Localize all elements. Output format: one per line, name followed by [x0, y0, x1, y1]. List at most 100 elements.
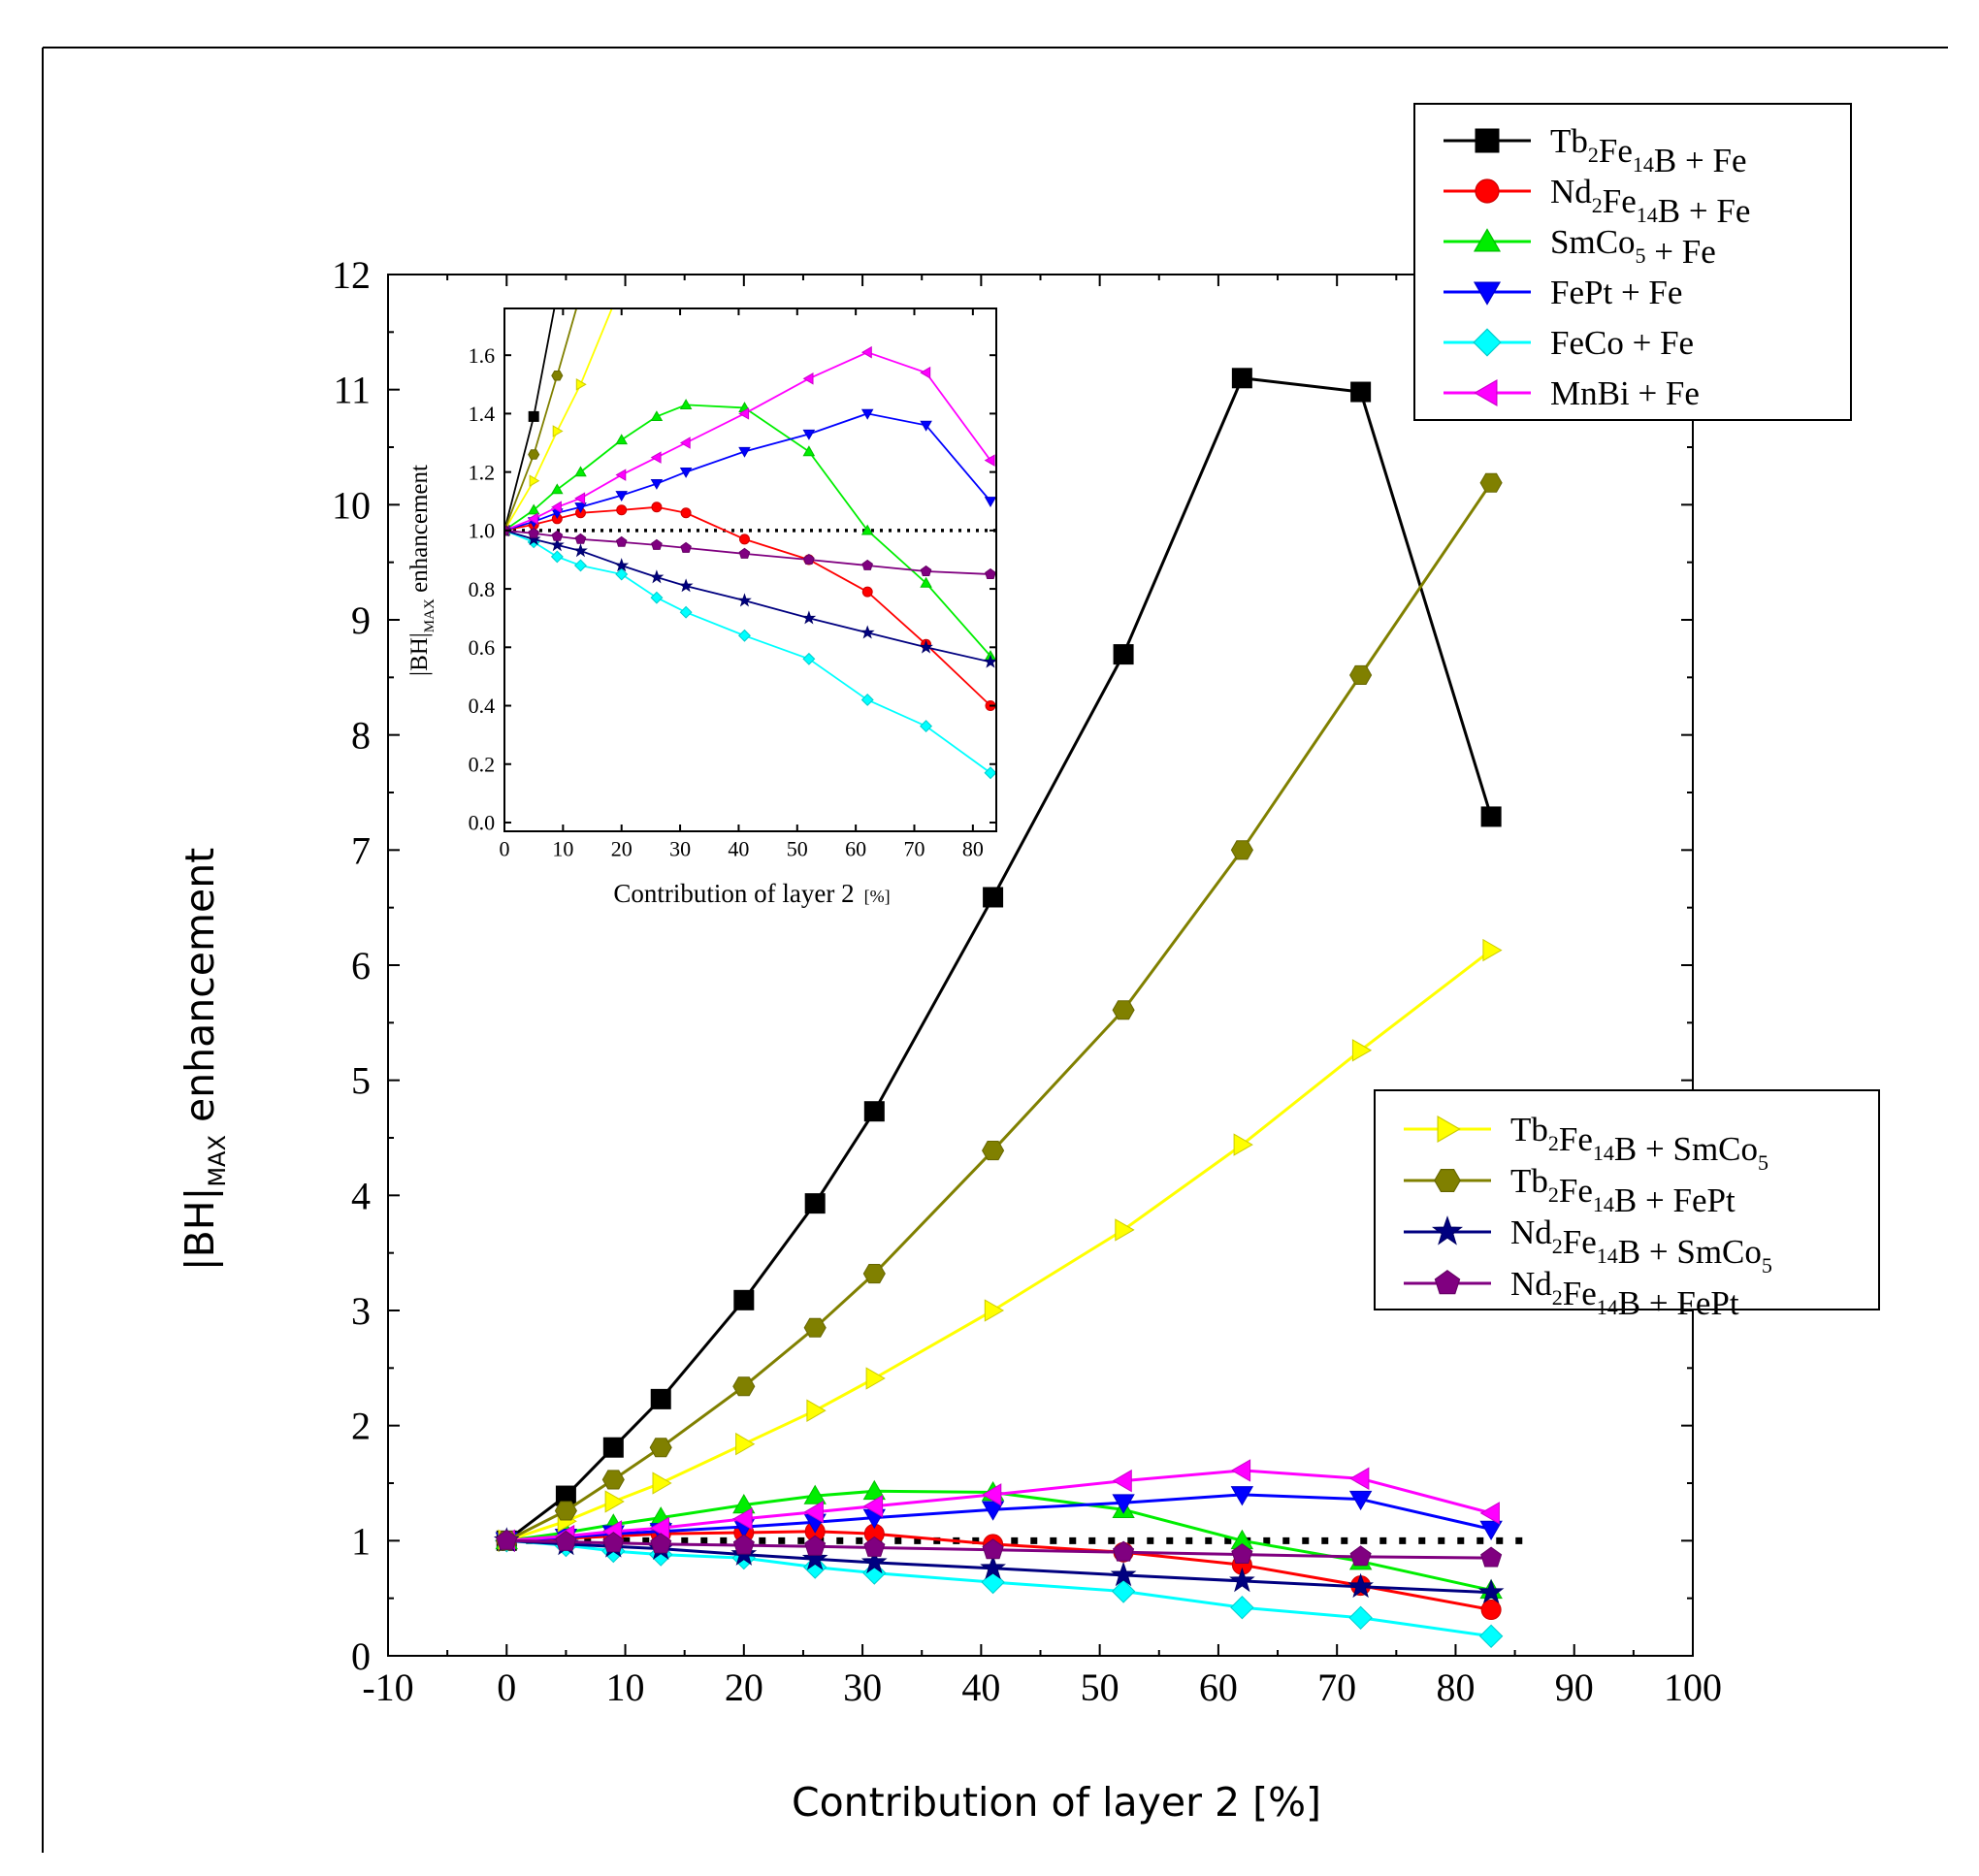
- legend-top-right-entry-0-label-part: 2: [1588, 143, 1599, 167]
- inset-series-nd2fe14b-smco5-point-7: [737, 593, 752, 607]
- legend-top-right-entry-2-label-part: 5: [1636, 243, 1646, 268]
- main-series-tb2fe14b-fept-point-4: [732, 1376, 756, 1397]
- inset-series-nd2fe14b-fept-point-2: [551, 530, 564, 541]
- main-series-mnbi-fe-point-6: [862, 1495, 884, 1518]
- main-series-nd2fe14b-fept-point-8: [1113, 1540, 1135, 1562]
- legend-top-right-entry-3-label: FePt + Fe: [1550, 274, 1682, 311]
- main-series-nd2fe14b-fept-point-7: [982, 1538, 1004, 1560]
- inset-x-tick-label: 0: [500, 836, 510, 860]
- legend-top-right-entry-1-label-part: Nd: [1550, 173, 1592, 210]
- legend-center-right-entry-3-marker: [1434, 1270, 1461, 1295]
- legend-center-right-entry-0-label-part: 14: [1593, 1141, 1614, 1165]
- legend-center-right-entry-3-label: Nd2Fe14B + FePt: [1510, 1265, 1739, 1322]
- inset-x-tick-label: 20: [611, 836, 633, 860]
- inset-y-tick-label: 0.8: [469, 577, 496, 601]
- main-x-tick-label: -10: [362, 1666, 413, 1709]
- legend-top-right-entry-1-label: Nd2Fe14B + Fe: [1550, 173, 1750, 230]
- main-series-nd2fe14b-fept: [496, 1529, 1503, 1568]
- inset-y-tick-label: 1.4: [469, 402, 496, 426]
- inset-series-fept-fe-point-5: [650, 479, 664, 490]
- inset-series-fept-fe-point-7: [738, 446, 751, 458]
- main-series-nd2fe14b-fept-point-5: [804, 1535, 827, 1556]
- main-x-tick-label: 80: [1436, 1666, 1475, 1709]
- inset-series-nd2fe14b-fe-point-5: [651, 501, 663, 513]
- main-series-tb2fe14b-fept-point-5: [803, 1317, 827, 1338]
- legend-center-right-entry-1-label-part: Fe: [1559, 1172, 1593, 1210]
- inset-series-fept-fe-line: [504, 412, 991, 532]
- main-series-tb2fe14b-fe-point-10: [1350, 381, 1372, 403]
- inset-series-nd2fe14b-smco5-point-11: [983, 654, 996, 668]
- inset-x-tick-label: 60: [845, 836, 866, 860]
- inset-series-nd2fe14b-fept-point-4: [615, 535, 628, 547]
- main-y-tick-label: 12: [332, 253, 371, 297]
- legend-top-right-entry-1-marker: [1475, 178, 1500, 204]
- legend-center-right-entry-3-label-part: Nd: [1510, 1265, 1552, 1303]
- main-axes: -10 0 10 20 30 40 50 60 70 80 90 100012345678910111…: [332, 253, 1722, 1709]
- main-series-smco5-fe-point-5: [803, 1484, 827, 1504]
- legend-top-right-entry-4-label-part: FeCo + Fe: [1550, 324, 1694, 362]
- svg-text:|BH|MAX enhancement: |BH|MAX enhancement: [177, 848, 231, 1272]
- inset-series-nd2fe14b-fept-point-5: [651, 538, 663, 550]
- inset-series-feco-fe-point-4: [615, 567, 629, 581]
- inset-series-mnbi-fe-point-3: [574, 492, 586, 504]
- inset-series-nd2fe14b-fept-point-6: [680, 541, 692, 553]
- main-series-feco-fe-point-10: [1348, 1605, 1373, 1631]
- legend-center-right-entry-0-label-part: B + SmCo: [1614, 1130, 1758, 1168]
- main-series-mnbi-fe-point-7: [982, 1483, 1002, 1506]
- inset-y-tick-label: 0.6: [469, 635, 496, 660]
- legend-top-right-entry-5-marker: [1474, 378, 1498, 407]
- inset-series-fept-fe-point-10: [920, 420, 932, 432]
- main-series-nd2fe14b-fept-point-0: [496, 1529, 518, 1550]
- main-series-feco-fe-point-8: [1111, 1579, 1136, 1603]
- inset-y-tick-label: 0.0: [469, 811, 496, 835]
- legend-center-right-entry-0-label-part: Tb: [1510, 1111, 1548, 1148]
- inset-series-feco-fe-point-7: [737, 629, 751, 642]
- main-series-mnbi-fe-point-3: [649, 1516, 669, 1539]
- inset-x-tick-label: 80: [962, 836, 984, 860]
- legend-center-right-entry-3-label-part: B + FePt: [1618, 1284, 1739, 1322]
- inset-y-tick-label: 1.0: [469, 519, 496, 543]
- legend-top-right-entry-1-label-part: B + Fe: [1658, 192, 1751, 230]
- legend-center-right-entry-2-label-part: 2: [1552, 1234, 1563, 1258]
- main-series-tb2fe14b-smco5-point-8: [1115, 1218, 1135, 1242]
- main-series-nd2fe14b-fept-point-4: [732, 1534, 755, 1555]
- inset-series-fept-fe-point-9: [860, 408, 874, 420]
- main-y-tick-label: 11: [333, 369, 371, 412]
- main-series-fept-fe-point-11: [1479, 1520, 1503, 1541]
- inset-series-nd2fe14b-smco5-point-6: [678, 578, 694, 593]
- inset-x-tick-label: 30: [669, 836, 691, 860]
- inset-series-mnbi-fe-point-1: [527, 512, 538, 526]
- main-series-tb2fe14b-fept-point-10: [1349, 664, 1373, 685]
- main-series-nd2fe14b-smco5-point-6: [860, 1548, 888, 1574]
- inset-series-nd2fe14b-smco5-point-5: [649, 569, 665, 584]
- main-series-tb2fe14b-smco5: [498, 938, 1503, 1553]
- inset-series-tb2fe14b-fept-line: [504, 308, 578, 532]
- main-series-tb2fe14b-smco5-point-3: [652, 1472, 672, 1495]
- legend-top-right-entry-2-marker: [1473, 228, 1502, 252]
- legend-top-right-entry-2-label-part: SmCo: [1550, 223, 1636, 261]
- inset-series-tb2fe14b-smco5-point-1: [529, 474, 540, 487]
- inset-series-mnbi-fe-point-6: [679, 437, 691, 449]
- inset-ylabel-main: |BH|: [406, 632, 433, 676]
- inset-series-tb2fe14b-smco5-line: [504, 308, 613, 532]
- inset-series-nd2fe14b-fept-point-8: [803, 553, 815, 565]
- inset-series-tb2fe14b-fept-point-3: [575, 289, 586, 299]
- main-series-mnbi-fe-point-8: [1112, 1469, 1132, 1493]
- inset-ylabel-rest: enhancement: [406, 465, 433, 598]
- main-series-mnbi-fe-point-10: [1349, 1467, 1370, 1490]
- main-series-nd2fe14b-fept-point-3: [650, 1533, 672, 1554]
- legend-center-right-entry-2-label: Nd2Fe14B + SmCo5: [1510, 1213, 1772, 1278]
- main-series-tb2fe14b-fept: [495, 472, 1503, 1551]
- inset-series-smco5-fe-point-4: [615, 434, 628, 445]
- main-y-tick-label: 0: [351, 1634, 371, 1678]
- inset-x-tick-label: 50: [787, 836, 808, 860]
- main-series-feco-fe-point-9: [1230, 1595, 1254, 1620]
- main-series-tb2fe14b-fe-point-2: [602, 1437, 624, 1458]
- inset-series-fept-fe-point-11: [984, 497, 996, 508]
- main-series-feco-fe-point-7: [981, 1569, 1005, 1595]
- inset-x-tick-label: 70: [904, 836, 925, 860]
- main-x-axis-label: Contribution of layer 2 [%]: [792, 1779, 1321, 1826]
- main-x-tick-label: 90: [1555, 1666, 1594, 1709]
- inset-series-mnbi-fe-point-8: [802, 372, 814, 385]
